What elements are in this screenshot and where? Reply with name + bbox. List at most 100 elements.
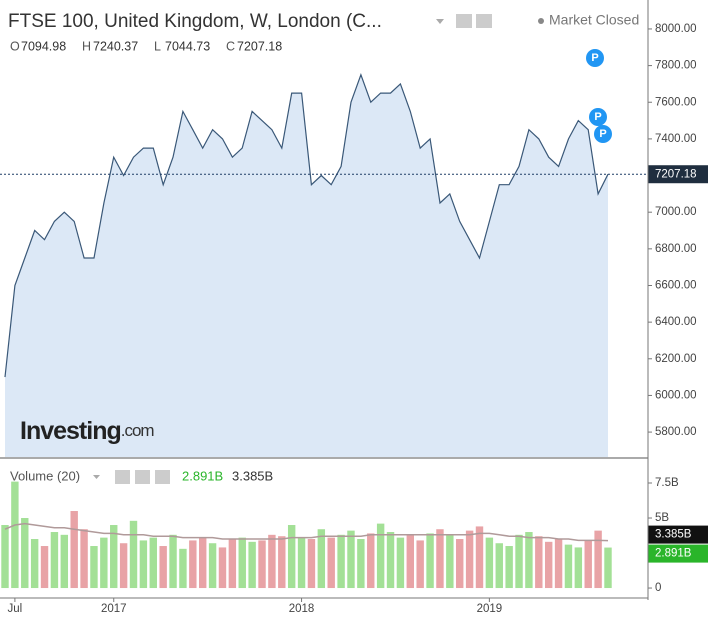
x-tick-label: 2019: [477, 603, 503, 615]
dropdown-icon[interactable]: [93, 475, 100, 479]
volume-title: Volume (20): [10, 468, 80, 483]
volume-bar: [347, 530, 355, 589]
volume-bar: [396, 537, 405, 589]
y-tick-label: 6800.00: [655, 243, 697, 255]
volume-bar: [515, 534, 523, 589]
volume-bar: [1, 525, 9, 589]
y-tick-label: 6400.00: [655, 316, 697, 328]
x-tick-label: Jul: [8, 603, 23, 615]
volume-bar: [11, 481, 19, 589]
volume-bar: [189, 540, 197, 589]
volume-ma-value: 3.385B: [232, 468, 273, 483]
volume-bar: [297, 537, 306, 589]
volume-bar: [110, 525, 118, 589]
volume-value: 2.891B: [182, 468, 223, 483]
volume-box: [648, 544, 708, 563]
close-icon[interactable]: [155, 470, 170, 484]
eye-icon[interactable]: [456, 14, 472, 28]
volume-bar: [287, 525, 296, 589]
dividend-marker[interactable]: [586, 49, 604, 67]
eye-icon[interactable]: [115, 470, 130, 484]
x-tick-label: 2018: [289, 603, 315, 615]
ohlc-key: C: [226, 39, 235, 53]
volume-bar: [40, 546, 49, 589]
volume-bar: [584, 540, 592, 589]
volume-bar: [208, 543, 217, 589]
volume-bar: [465, 530, 474, 589]
marker-label[interactable]: P: [594, 111, 601, 123]
y-tick-label: 5B: [655, 512, 669, 524]
volume-bar: [30, 539, 39, 589]
volume-bar: [21, 518, 29, 589]
ohlc: O 7094.98 H 7240.37 L 7044.73 C 7207.18: [10, 39, 282, 53]
volume-bar: [70, 511, 78, 589]
volume-bar: [525, 532, 533, 589]
line: [4, 73, 609, 378]
volume-bar: [386, 532, 395, 589]
ohlc-value: 7044.73: [165, 39, 210, 53]
y-tick-label: 6200.00: [655, 353, 697, 365]
volume-bar: [228, 539, 237, 589]
volume-bar: [426, 533, 434, 589]
settings-icon[interactable]: [135, 470, 150, 484]
logo-suffix: .com: [121, 421, 155, 440]
dividend-marker[interactable]: [589, 108, 607, 126]
volume-bar: [198, 537, 207, 589]
y-tick-label: 8000.00: [655, 23, 697, 35]
volume-bar: [119, 543, 128, 589]
settings-icon[interactable]: [476, 14, 492, 28]
volume-bar: [337, 534, 345, 589]
ohlc-key: L: [154, 39, 161, 53]
volume-bar: [456, 539, 464, 589]
dropdown-icon[interactable]: [436, 19, 444, 24]
volume-bar: [544, 541, 553, 589]
volume-bar: [60, 534, 69, 589]
volume-bar: [159, 546, 167, 589]
logo-main: Investing: [20, 417, 121, 445]
volume-bar: [367, 533, 375, 589]
volume-bar: [50, 532, 59, 589]
y-tick-label: 7800.00: [655, 60, 697, 72]
y-tick-label: 6600.00: [655, 280, 697, 292]
last-price-box: [648, 165, 708, 184]
ma-label: 3.385B: [655, 529, 692, 541]
volume-bar: [238, 537, 246, 589]
volume-bar: [90, 546, 98, 589]
y-tick-label: 7600.00: [655, 96, 697, 108]
volume-bar: [475, 526, 484, 589]
volume-bar: [416, 540, 424, 589]
volume-bar: [436, 529, 444, 589]
volume-bar: [248, 541, 256, 589]
volume-bar: [594, 530, 602, 589]
volume-bar: [218, 547, 227, 589]
marker-label[interactable]: P: [599, 128, 606, 140]
marker-label[interactable]: P: [591, 52, 598, 64]
volume-bar: [535, 536, 543, 589]
volume-bar: [179, 548, 187, 589]
volume-bar: [357, 539, 365, 589]
volume-label: 2.891B: [655, 548, 692, 560]
plot: 5800.00 6000.00 6200.00 6400.00 6600.00 6800.…: [0, 23, 708, 615]
volume-bar: [554, 539, 563, 589]
ohlc-value: 7094.98: [21, 39, 66, 53]
y-tick-label: 0: [655, 582, 661, 594]
volume-bar: [406, 534, 415, 589]
y-tick-label: 6000.00: [655, 389, 697, 401]
volume-bar: [149, 537, 157, 589]
volume-bar: [574, 547, 583, 589]
volume-bar: [129, 520, 138, 589]
volume-bar: [446, 534, 454, 589]
market-status: Market Closed: [549, 12, 639, 28]
volume-bar: [485, 537, 494, 589]
volume-bar: [278, 536, 286, 589]
dividend-marker[interactable]: [594, 125, 612, 143]
y-tick-label: 5800.00: [655, 426, 697, 438]
chart-title: FTSE 100, United Kingdom, W, London (C..…: [8, 11, 382, 32]
volume-bar: [564, 544, 573, 589]
volume-bar: [100, 537, 108, 589]
ohlc-key: H: [82, 39, 91, 53]
volume-bar: [169, 534, 177, 589]
volume-bar: [495, 543, 503, 589]
status-dot: [538, 18, 544, 24]
